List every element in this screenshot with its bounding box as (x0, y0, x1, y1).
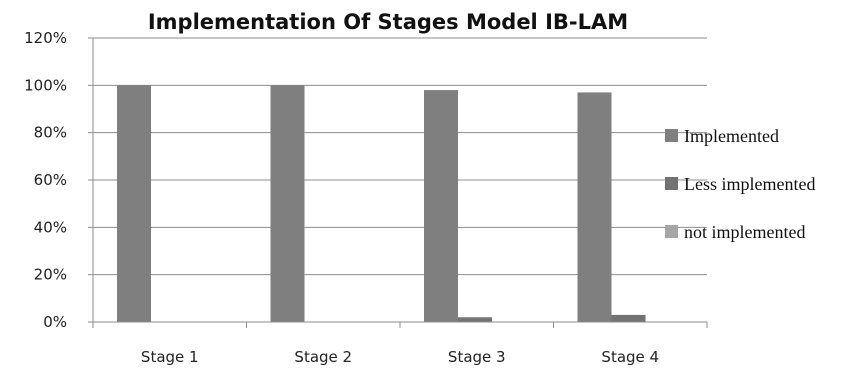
y-tick-label: 120% (24, 29, 67, 47)
x-tick-label: Stage 2 (294, 348, 352, 366)
y-tick-label: 40% (34, 218, 67, 236)
bar-less-implemented (611, 314, 646, 322)
x-tick-label: Stage 1 (141, 348, 199, 366)
y-axis-tick-labels: 0% 20% 40% 60% 80% 100% 120% (24, 29, 67, 331)
bar-less-implemented (458, 317, 492, 322)
legend: Implemented Less implemented not implement… (665, 126, 815, 242)
bar-implemented (424, 90, 458, 322)
axes (88, 37, 708, 328)
x-axis-tick-labels: Stage 1 Stage 2 Stage 3 Stage 4 (141, 348, 659, 366)
x-tick-label: Stage 4 (601, 348, 659, 366)
y-tick-label: 100% (24, 76, 67, 94)
y-tick-label: 80% (34, 124, 67, 142)
x-tick-label: Stage 3 (448, 348, 506, 366)
bar-implemented (270, 85, 305, 322)
gridlines (93, 37, 707, 276)
legend-swatch (665, 129, 678, 142)
y-tick-label: 20% (34, 266, 67, 284)
y-tick-label: 60% (34, 171, 67, 189)
legend-swatch (665, 177, 678, 190)
legend-label: not implemented (684, 222, 805, 242)
bars (117, 85, 646, 322)
legend-label: Implemented (684, 126, 779, 146)
bar-implemented (577, 92, 612, 322)
legend-label: Less implemented (684, 174, 815, 194)
bar-implemented (117, 85, 151, 322)
chart-title: Implementation Of Stages Model IB-LAM (148, 10, 628, 34)
y-tick-label: 0% (43, 313, 67, 331)
legend-swatch (665, 225, 678, 238)
